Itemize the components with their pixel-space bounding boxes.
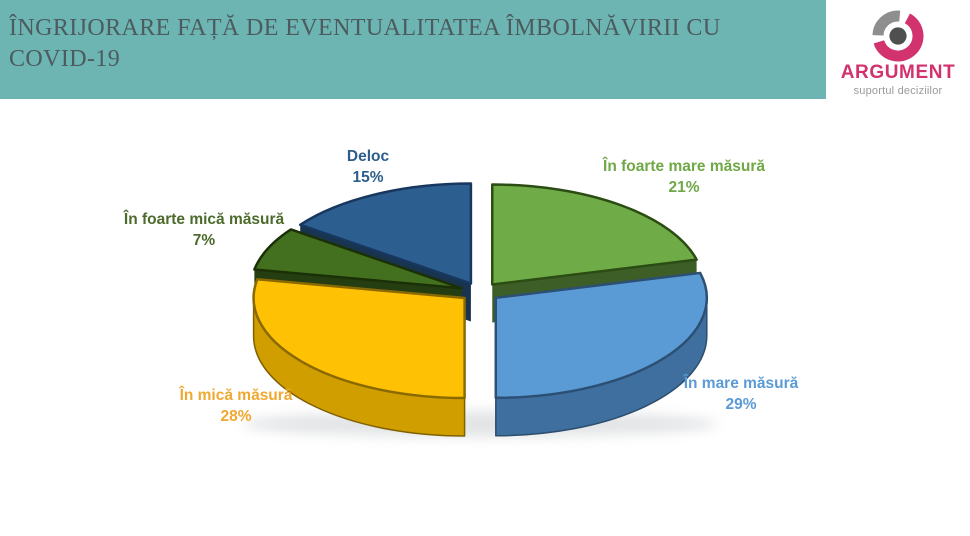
pie-slice-in-mare-masura	[494, 271, 708, 400]
pie-slice-deloc	[298, 182, 473, 285]
argument-logo-icon	[872, 10, 924, 62]
logo-area: ARGUMENT suportul deciziilor	[826, 0, 970, 99]
logo-center-dot	[889, 27, 907, 45]
brand-tagline: suportul deciziilor	[853, 85, 943, 97]
header-bar: ÎNGRIJORARE FAȚĂ DE EVENTUALITATEA ÎMBOL…	[0, 0, 826, 99]
pie-shadow	[242, 411, 718, 437]
pie-slice-in-foarte-mica-masura	[253, 228, 463, 290]
logo-ring-gray-arc	[872, 10, 901, 36]
pie-slice-in-foarte-mare-masura	[491, 183, 698, 286]
slide-title-line-1: ÎNGRIJORARE FAȚĂ DE EVENTUALITATEA ÎMBOL…	[9, 15, 721, 41]
slide-title-line-2: COVID-19	[9, 46, 121, 72]
logo-ring-pink-arc	[873, 13, 924, 62]
pie-slice-in-mica-masura	[252, 278, 466, 400]
brand-name: ARGUMENT	[840, 62, 956, 83]
slide-title: ÎNGRIJORARE FAȚĂ DE EVENTUALITATEA ÎMBOL…	[9, 13, 809, 75]
